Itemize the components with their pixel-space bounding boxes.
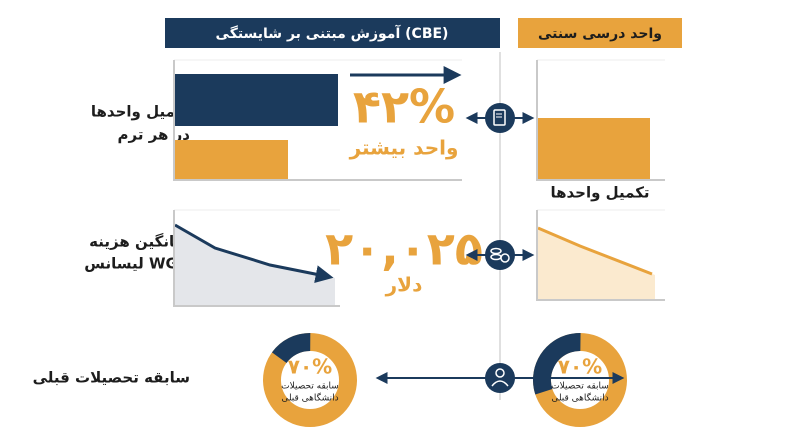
donut-traditional (533, 333, 627, 427)
header-box (518, 18, 682, 48)
icon-credits (465, 103, 535, 133)
header-box (165, 18, 500, 48)
header-traditional: واحد درسی سنتی (538, 26, 662, 42)
row-label: سابقه تحصیلات قبلی (33, 369, 190, 387)
icon-history (375, 363, 625, 393)
credits-chart (173, 59, 462, 181)
row-label: در هر ترم (118, 126, 191, 144)
traditional-caption: تکمیل واحدها (550, 184, 649, 202)
donut-cbe (263, 333, 357, 427)
header-cbe: آموزش مبتنی بر شایستگی (CBE) (216, 24, 449, 42)
row-label: تکمیل واحدها (91, 103, 190, 121)
stat-caption: دلار (385, 273, 423, 297)
credits-traditional (536, 59, 665, 181)
cost-chart (173, 209, 340, 307)
stat-caption: واحد بیشتر (349, 136, 459, 160)
donut-value: ۷۰% (558, 355, 602, 379)
cost-traditional (536, 209, 665, 301)
row-label: میانگین هزینه (89, 233, 190, 251)
stat: ۲۰,۰۲۵ (325, 222, 483, 276)
donut-caption: دانشگاهی قبلی (281, 392, 338, 404)
donut-caption: دانشگاهی قبلی (551, 392, 608, 404)
icon-cost (465, 240, 535, 270)
row-label: لیسانس WGU (84, 255, 190, 273)
donut-caption: سابقه تحصیلات (551, 382, 609, 392)
donut-caption: سابقه تحصیلات (281, 382, 339, 392)
donut-value: ۷۰% (288, 355, 332, 379)
stat: ۴۲% (353, 80, 455, 134)
